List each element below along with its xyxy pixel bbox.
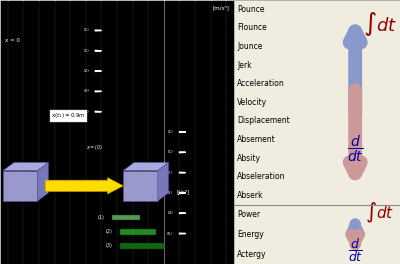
Text: Abseleration: Abseleration (237, 172, 286, 181)
Polygon shape (179, 131, 186, 133)
Text: [m/sⁿ]: [m/sⁿ] (212, 6, 229, 11)
Text: $\int dt$: $\int dt$ (365, 200, 395, 225)
Polygon shape (179, 172, 186, 173)
Text: (3): (3) (84, 89, 90, 93)
Text: $\int dt$: $\int dt$ (363, 10, 397, 38)
Text: Actergy: Actergy (237, 249, 267, 259)
Polygon shape (95, 111, 101, 112)
Polygon shape (95, 30, 101, 31)
Polygon shape (3, 162, 48, 171)
Polygon shape (179, 213, 186, 214)
Text: Energy: Energy (237, 230, 264, 239)
Text: (1): (1) (84, 29, 90, 32)
Text: (3): (3) (106, 243, 113, 248)
Text: Absement: Absement (237, 135, 276, 144)
Text: (2): (2) (106, 229, 113, 234)
Text: (1): (1) (167, 150, 173, 154)
Text: (3): (3) (167, 191, 173, 195)
Text: (1): (1) (98, 215, 105, 220)
Text: Flounce: Flounce (237, 23, 267, 32)
Text: Abserk: Abserk (237, 191, 264, 200)
Text: x = 0: x = 0 (5, 38, 20, 43)
Bar (3, 171, 38, 201)
Text: $\dfrac{d}{dt}$: $\dfrac{d}{dt}$ (348, 236, 363, 264)
Text: $x=(0)$: $x=(0)$ (86, 143, 104, 152)
Text: Displacement: Displacement (237, 116, 290, 125)
Text: (1): (1) (84, 49, 90, 53)
Polygon shape (179, 152, 186, 153)
Text: (1): (1) (167, 130, 173, 134)
Text: Power: Power (237, 210, 260, 219)
Polygon shape (123, 162, 168, 171)
Polygon shape (179, 192, 186, 193)
Text: Pounce: Pounce (237, 5, 265, 14)
Text: (2): (2) (167, 171, 173, 175)
Bar (123, 171, 158, 201)
Text: (4): (4) (167, 211, 173, 215)
Polygon shape (95, 71, 101, 72)
Text: [J/sⁿ]: [J/sⁿ] (176, 190, 189, 195)
Text: Jounce: Jounce (237, 42, 263, 51)
Text: (5): (5) (167, 232, 173, 235)
Text: (2): (2) (84, 69, 90, 73)
Bar (112, 215, 140, 220)
Polygon shape (38, 162, 48, 201)
Polygon shape (179, 233, 186, 234)
Text: Velocity: Velocity (237, 98, 268, 107)
Text: $\dfrac{d}{dt}$: $\dfrac{d}{dt}$ (347, 134, 364, 164)
Polygon shape (95, 50, 101, 51)
Text: (4): (4) (84, 110, 90, 114)
Text: $x(t_1) \approx 0.9m$: $x(t_1) \approx 0.9m$ (52, 111, 86, 120)
FancyArrow shape (45, 178, 123, 194)
Text: Jerk: Jerk (237, 61, 252, 70)
Bar (120, 229, 156, 234)
Polygon shape (158, 162, 168, 201)
Text: Absity: Absity (237, 154, 261, 163)
Polygon shape (95, 91, 101, 92)
Bar (120, 243, 164, 249)
Text: Acceleration: Acceleration (237, 79, 285, 88)
